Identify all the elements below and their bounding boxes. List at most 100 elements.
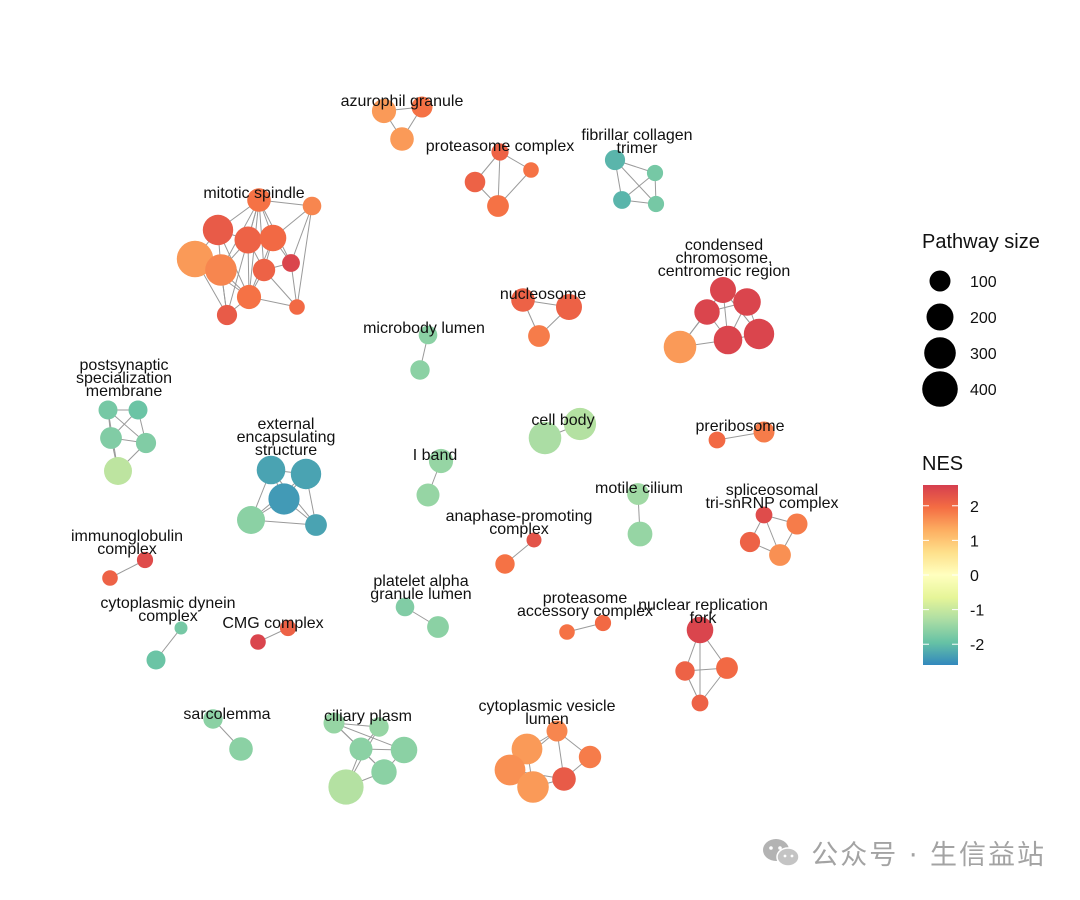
node-mitotic-2[interactable] — [202, 214, 234, 246]
label-fibrillar-line-1: trimer — [617, 140, 659, 157]
node-mitotic-0[interactable] — [247, 188, 271, 212]
node-spliceosomal-3[interactable] — [769, 544, 791, 566]
node-motile-1[interactable] — [627, 521, 653, 547]
node-azurophil-0[interactable] — [371, 98, 397, 124]
edge-mitotic-11 — [296, 205, 313, 308]
node-external-1[interactable] — [290, 458, 322, 490]
node-fibrillar-0[interactable] — [604, 149, 626, 171]
node-ciliary-4[interactable] — [371, 759, 397, 785]
node-proteasome_acc-1[interactable] — [559, 624, 575, 640]
label-external-line-0: external — [258, 416, 315, 433]
node-iband-1[interactable] — [416, 483, 440, 507]
node-spliceosomal-2[interactable] — [739, 531, 761, 553]
node-proteasome-0[interactable] — [491, 143, 509, 161]
node-condensed-2[interactable] — [733, 288, 761, 316]
node-postsynaptic-3[interactable] — [135, 432, 157, 454]
node-fibrillar-2[interactable] — [613, 191, 631, 209]
node-condensed-4[interactable] — [713, 325, 743, 355]
node-proteasome-2[interactable] — [487, 195, 509, 217]
node-mitotic-4[interactable] — [259, 224, 287, 252]
node-proteasome-1[interactable] — [464, 171, 486, 193]
size-legend-label-300: 300 — [970, 346, 997, 363]
node-immunoglobulin-1[interactable] — [102, 570, 118, 586]
node-postsynaptic-1[interactable] — [128, 400, 148, 420]
node-condensed-1[interactable] — [710, 277, 736, 303]
node-platelet-0[interactable] — [395, 597, 415, 617]
node-mitotic-7[interactable] — [252, 258, 276, 282]
node-nuclear_rep-2[interactable] — [675, 661, 695, 681]
node-condensed-5[interactable] — [743, 318, 775, 350]
node-condensed-3[interactable] — [663, 330, 697, 364]
node-platelet-1[interactable] — [427, 616, 449, 638]
node-external-2[interactable] — [268, 483, 300, 515]
node-mitotic-5[interactable] — [176, 240, 214, 278]
node-mitotic-8[interactable] — [282, 254, 300, 272]
node-nucleosome-0[interactable] — [511, 288, 535, 312]
node-azurophil-1[interactable] — [411, 96, 433, 118]
node-preribosome-1[interactable] — [753, 421, 775, 443]
node-ciliary-5[interactable] — [328, 769, 364, 805]
node-proteasome-3[interactable] — [523, 162, 539, 178]
node-azurophil-2[interactable] — [390, 127, 414, 151]
edge-mitotic-8 — [226, 199, 260, 316]
node-cmg-0[interactable] — [279, 619, 297, 637]
node-dynein-0[interactable] — [174, 621, 188, 635]
node-mitotic-11[interactable] — [289, 299, 305, 315]
node-cyto_vesicle-3[interactable] — [494, 754, 526, 786]
node-sarcolemma-0[interactable] — [203, 709, 223, 729]
node-nucleosome-1[interactable] — [556, 294, 582, 320]
node-spliceosomal-0[interactable] — [755, 506, 773, 524]
node-mitotic-6[interactable] — [205, 254, 237, 286]
node-external-3[interactable] — [237, 506, 265, 534]
node-cyto_vesicle-1[interactable] — [511, 733, 543, 765]
node-cellbody-0[interactable] — [528, 421, 562, 455]
node-condensed-0[interactable] — [694, 299, 720, 325]
node-proteasome_acc-0[interactable] — [594, 614, 612, 632]
label-dynein-line-0: cytoplasmic dynein — [100, 595, 235, 612]
label-apc-line-1: complex — [489, 521, 549, 538]
node-immunoglobulin-0[interactable] — [136, 551, 154, 569]
node-cellbody-1[interactable] — [563, 407, 597, 441]
node-fibrillar-1[interactable] — [646, 164, 664, 182]
node-cyto_vesicle-0[interactable] — [546, 720, 568, 742]
node-external-0[interactable] — [256, 455, 286, 485]
node-spliceosomal-1[interactable] — [786, 513, 808, 535]
node-preribosome-0[interactable] — [708, 431, 726, 449]
node-microbody-0[interactable] — [418, 325, 438, 345]
label-cyto_vesicle-line-1: lumen — [525, 711, 569, 728]
node-dynein-1[interactable] — [146, 650, 166, 670]
node-ciliary-1[interactable] — [323, 712, 345, 734]
nes-tick-label--2: -2 — [970, 637, 984, 654]
node-cyto_vesicle-4[interactable] — [552, 767, 576, 791]
wechat-icon — [763, 838, 800, 867]
node-iband-0[interactable] — [428, 448, 454, 474]
node-mitotic-3[interactable] — [234, 226, 262, 254]
node-postsynaptic-2[interactable] — [100, 427, 122, 449]
node-nuclear_rep-1[interactable] — [716, 657, 738, 679]
label-dynein-line-1: complex — [138, 608, 198, 625]
node-sarcolemma-1[interactable] — [229, 737, 253, 761]
node-mitotic-1[interactable] — [302, 196, 322, 216]
label-fibrillar-line-0: fibrillar collagen — [581, 127, 692, 144]
node-microbody-1[interactable] — [410, 360, 430, 380]
label-microbody-line-0: microbody lumen — [363, 320, 485, 337]
node-postsynaptic-0[interactable] — [98, 400, 118, 420]
node-cmg-1[interactable] — [250, 634, 266, 650]
node-motile-0[interactable] — [627, 483, 649, 505]
node-ciliary-3[interactable] — [390, 736, 418, 764]
node-ciliary-0[interactable] — [369, 717, 389, 737]
node-ciliary-2[interactable] — [349, 737, 373, 761]
node-cyto_vesicle-5[interactable] — [517, 771, 549, 803]
node-nucleosome-2[interactable] — [528, 325, 550, 347]
node-cyto_vesicle-2[interactable] — [578, 745, 602, 769]
node-nuclear_rep-3[interactable] — [691, 694, 709, 712]
node-fibrillar-3[interactable] — [647, 195, 665, 213]
node-mitotic-10[interactable] — [216, 304, 238, 326]
node-apc-1[interactable] — [495, 554, 515, 574]
node-nuclear_rep-0[interactable] — [686, 616, 714, 644]
node-apc-0[interactable] — [526, 532, 542, 548]
node-external-4[interactable] — [305, 514, 327, 536]
node-postsynaptic-4[interactable] — [104, 457, 132, 485]
node-mitotic-9[interactable] — [236, 284, 262, 310]
size-legend-label-100: 100 — [970, 274, 997, 291]
